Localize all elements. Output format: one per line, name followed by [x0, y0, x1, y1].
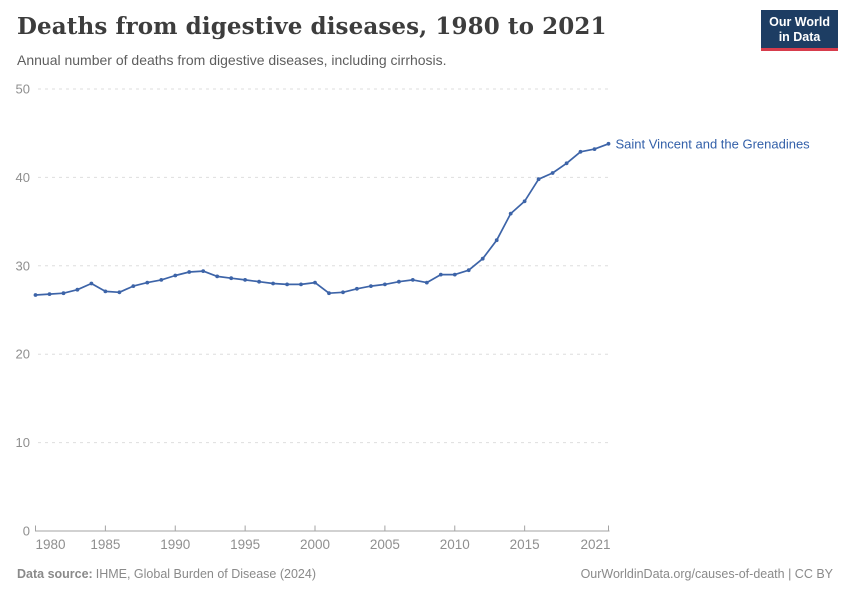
x-tick-label: 1990	[160, 537, 190, 552]
y-tick-label: 0	[23, 524, 30, 539]
data-point	[103, 289, 108, 294]
data-point	[564, 161, 569, 166]
data-line	[34, 142, 610, 296]
x-tick-label: 1980	[36, 537, 66, 552]
owid-logo-line2: in Data	[778, 30, 821, 44]
data-point	[606, 141, 611, 146]
y-tick-label: 10	[16, 435, 30, 450]
y-tick-label: 30	[16, 258, 30, 273]
data-point	[494, 238, 499, 243]
data-point	[383, 282, 387, 287]
data-point	[229, 276, 234, 281]
chart-footer: Data source: IHME, Global Burden of Disea…	[17, 567, 833, 581]
data-point	[131, 284, 136, 288]
data-point	[341, 290, 345, 295]
data-point	[550, 171, 555, 175]
data-point	[47, 292, 52, 296]
chart-subtitle: Annual number of deaths from digestive d…	[17, 52, 447, 68]
data-point	[257, 279, 261, 284]
data-point	[466, 268, 471, 273]
data-point	[480, 256, 485, 261]
data-source: Data source: IHME, Global Burden of Disea…	[17, 567, 316, 581]
x-tick-label: 2015	[510, 537, 540, 552]
x-tick-label: 2021	[580, 537, 610, 552]
data-point	[299, 282, 303, 287]
data-point	[410, 278, 415, 282]
data-point	[33, 293, 38, 297]
data-point	[592, 147, 597, 152]
data-point	[397, 279, 401, 284]
data-source-label: Data source:	[17, 567, 93, 581]
data-point	[578, 149, 583, 154]
data-source-text: IHME, Global Burden of Disease (2024)	[95, 567, 316, 581]
y-tick-label: 50	[16, 82, 30, 97]
data-point	[145, 280, 150, 285]
data-point	[201, 269, 206, 273]
data-point	[285, 282, 289, 287]
x-tick-label: 2000	[300, 537, 330, 552]
data-point	[355, 286, 359, 291]
x-tick-label: 1995	[230, 537, 260, 552]
x-tick-label: 1985	[90, 537, 120, 552]
owid-logo[interactable]: Our World in Data	[761, 10, 838, 51]
y-tick-label: 20	[16, 347, 30, 362]
owid-logo-line1: Our World	[769, 15, 830, 29]
data-point	[522, 199, 527, 204]
data-point	[159, 278, 164, 282]
data-point	[89, 281, 94, 286]
y-tick-label: 40	[16, 170, 30, 185]
data-point	[187, 270, 192, 274]
data-point	[61, 291, 66, 296]
chart-title: Deaths from digestive diseases, 1980 to …	[17, 13, 607, 40]
data-point	[327, 291, 331, 296]
data-point	[508, 211, 513, 216]
data-point	[271, 281, 275, 286]
data-point	[536, 177, 541, 182]
data-point	[75, 287, 80, 292]
x-tick-label: 2005	[370, 537, 400, 552]
credit-text: OurWorldinData.org/causes-of-death | CC …	[580, 567, 833, 581]
series-end-label[interactable]: Saint Vincent and the Grenadines	[616, 136, 811, 151]
data-point	[243, 278, 248, 282]
data-point	[215, 274, 220, 279]
data-point	[117, 290, 122, 295]
data-point	[452, 272, 457, 277]
data-point	[369, 284, 373, 288]
x-tick-label: 2010	[440, 537, 470, 552]
data-point	[313, 280, 317, 285]
data-point	[424, 280, 429, 285]
data-point	[173, 273, 178, 278]
data-point	[438, 272, 443, 277]
